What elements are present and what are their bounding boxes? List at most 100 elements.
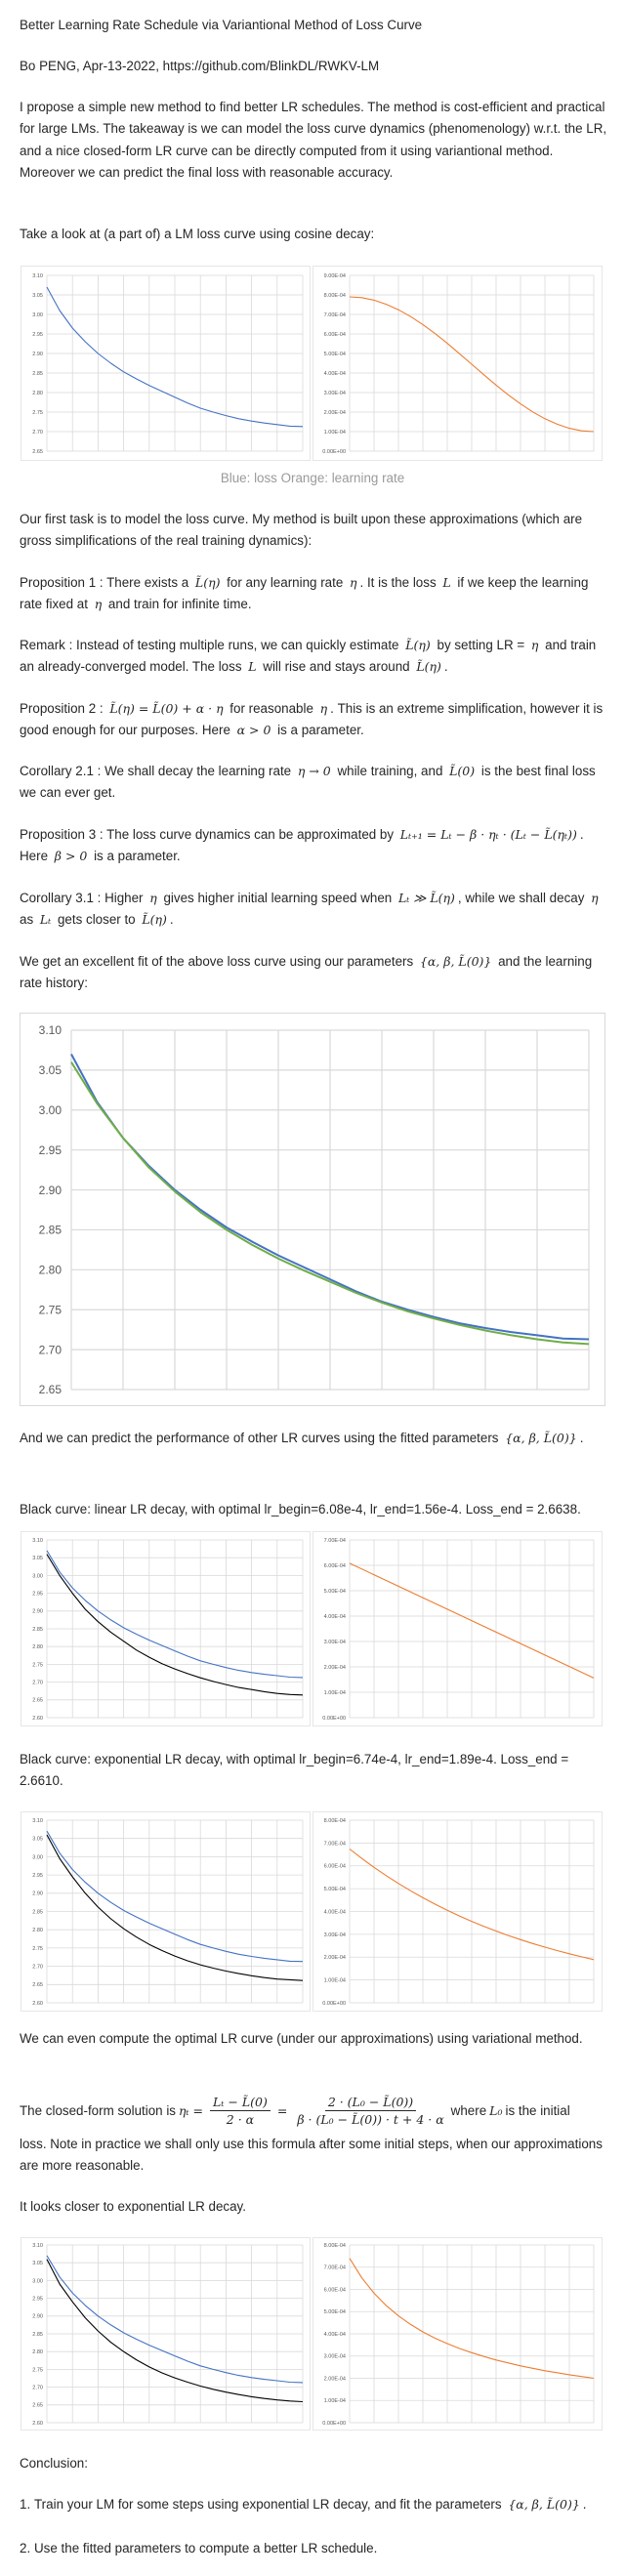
- list-item-text: Train your LM for some steps using expon…: [20, 2494, 611, 2515]
- y-tick-label: 2.95: [39, 1143, 62, 1157]
- text-run: We can even compute the optimal LR curve…: [20, 2031, 583, 2046]
- y-tick-label: 2.80: [32, 2349, 43, 2355]
- y-tick-label: 2.65: [32, 1698, 43, 1704]
- numerator: 2 · (L₀ − L̃(0)): [324, 2094, 417, 2111]
- text-run: for any learning rate: [223, 575, 347, 590]
- list-number: 1.: [20, 2497, 31, 2512]
- y-tick-label: 3.10: [32, 1818, 43, 1824]
- y-tick-label: 4.00E-04: [324, 371, 346, 377]
- y-tick-label: 3.00: [32, 2278, 43, 2284]
- y-tick-label: 7.00E-04: [324, 2265, 346, 2271]
- text-run: Our first task is to model the loss curv…: [20, 512, 583, 549]
- text-run: , while we shall decay: [457, 891, 589, 905]
- series-line-0: [46, 286, 304, 428]
- y-tick-label: 2.65: [32, 2403, 43, 2409]
- math-expression: {α, β, L̃(0)}: [419, 954, 492, 969]
- y-tick-label: 2.90: [39, 1184, 62, 1197]
- series-line-1: [46, 1834, 304, 1981]
- y-tick-label: 3.05: [32, 1837, 43, 1843]
- y-tick-label: 1.00E-04: [324, 1690, 346, 1696]
- y-tick-label: 2.70: [39, 1343, 62, 1356]
- math-expression: Lₜ: [39, 912, 52, 928]
- y-tick-label: 0.00E+00: [322, 449, 346, 455]
- y-tick-label: 8.00E-04: [324, 2243, 346, 2249]
- y-tick-label: 2.90: [32, 352, 43, 357]
- fit-chart: 3.10 3.05 3.00 2.95 2.90 2.85 2.80 2.75 2.70 2.65: [20, 1013, 605, 1406]
- y-tick-label: 2.75: [32, 2367, 43, 2373]
- y-tick-label: 3.00: [39, 1103, 62, 1117]
- fraction: 2 · (L₀ − L̃(0)) β · (L₀ − L̃(0)) · t + 4…: [290, 2094, 450, 2128]
- black-linear-paragraph: Black curve: linear LR decay, with optim…: [20, 1499, 611, 1520]
- y-tick-label: 4.00E-04: [324, 1909, 346, 1915]
- text-run: gets closer to: [54, 912, 140, 928]
- math-expression: L₀: [489, 2102, 503, 2118]
- math-expression: Lₜ₊₁ = Lₜ − β · ηₜ · (Lₜ − L̃(ηₜ)): [399, 827, 577, 842]
- y-tick-label: 2.90: [32, 1891, 43, 1897]
- y-tick-label: 2.70: [32, 2386, 43, 2391]
- proposition-1: Proposition 1 : There exists a L̃(η) for…: [20, 572, 611, 616]
- document-title: Better Learning Rate Schedule via Varian…: [20, 18, 423, 32]
- y-tick-label: 2.85: [32, 1909, 43, 1915]
- y-tick-label: 2.65: [32, 1982, 43, 1988]
- y-tick-label: 0.00E+00: [322, 2421, 346, 2427]
- math-expression: α > 0: [236, 723, 271, 738]
- chart-caption: Blue: loss Orange: learning rate: [220, 471, 405, 485]
- text-run: It looks closer to exponential LR decay.: [20, 2199, 246, 2214]
- y-tick-label: 3.05: [32, 2261, 43, 2266]
- math-expression: ηₜ =: [179, 2102, 204, 2118]
- math-expression: L̃(η): [405, 638, 431, 652]
- text-run: Proposition 3 : The loss curve dynamics …: [20, 827, 397, 842]
- y-tick-label: 3.10: [32, 2243, 43, 2249]
- y-tick-label: 6.00E-04: [324, 332, 346, 338]
- y-tick-label: 2.65: [32, 449, 43, 455]
- y-tick-label: 3.05: [32, 293, 43, 299]
- y-tick-label: 2.00E-04: [324, 410, 346, 416]
- math-expression: {α, β, L̃(0)}: [505, 1431, 577, 1445]
- math-expression: η: [591, 891, 599, 905]
- y-tick-label: 2.80: [39, 1264, 62, 1277]
- y-tick-label: 2.95: [32, 1592, 43, 1598]
- lr-chart-exponential: 8.00E-04 7.00E-04 6.00E-04 5.00E-04 4.00E-04…: [312, 1811, 603, 2012]
- y-tick-label: 5.00E-04: [324, 1887, 346, 1892]
- y-tick-label: 3.00E-04: [324, 1640, 346, 1645]
- y-tick-label: 4.00E-04: [324, 2332, 346, 2338]
- y-tick-label: 2.65: [39, 1383, 62, 1396]
- y-tick-label: 2.75: [32, 1946, 43, 1952]
- y-tick-label: 1.00E-04: [324, 1978, 346, 1984]
- y-tick-label: 2.80: [32, 1644, 43, 1650]
- math-expression: {α, β, L̃(0)}: [508, 2497, 580, 2512]
- text-run: Proposition 1 : There exists a: [20, 575, 192, 590]
- math-expression: L̃(η): [194, 575, 221, 590]
- y-tick-label: 2.60: [32, 2421, 43, 2427]
- text-run: is a parameter.: [273, 723, 364, 738]
- y-tick-label: 3.10: [39, 1023, 62, 1037]
- y-tick-label: 7.00E-04: [324, 312, 346, 318]
- y-tick-label: 3.00: [32, 1573, 43, 1579]
- y-tick-label: 2.60: [32, 1716, 43, 1722]
- y-tick-label: 8.00E-04: [324, 1818, 346, 1824]
- text-run: Black curve: exponential LR decay, with …: [20, 1752, 569, 1789]
- y-tick-label: 3.10: [32, 1538, 43, 1544]
- denominator: β · (L₀ − L̃(0)) · t + 4 · α: [297, 2111, 444, 2127]
- text-run: . Here: [20, 827, 584, 864]
- y-tick-label: 2.70: [32, 1681, 43, 1686]
- text-run: if we keep the learning rate fixed at: [20, 575, 589, 612]
- series-line-1: [46, 2259, 304, 2403]
- math-expression: L̃(η) = L̃(0) + α · η: [109, 701, 224, 716]
- text-run: Proposition 2 :: [20, 701, 107, 716]
- y-tick-label: 3.05: [39, 1063, 62, 1077]
- optimal-paragraph: We can even compute the optimal LR curve…: [20, 2028, 611, 2050]
- text-run: And we can predict the performance of ot…: [20, 1431, 503, 1445]
- text-run: Train your LM for some steps using expon…: [34, 2497, 506, 2512]
- series-line-0: [349, 1849, 595, 1961]
- y-tick-label: 5.00E-04: [324, 2309, 346, 2315]
- y-tick-label: 2.00E-04: [324, 1665, 346, 1671]
- intro-paragraph: I propose a simple new method to find be…: [20, 97, 611, 185]
- series-line-0: [46, 1550, 304, 1679]
- text-run: . It is the loss: [359, 575, 440, 590]
- text-run: as: [20, 912, 37, 928]
- text-run: and the learning rate history:: [20, 954, 593, 991]
- math-expression: L̃(η): [142, 912, 167, 928]
- text-run: loss. Note in practice we shall only use…: [20, 2137, 603, 2174]
- y-tick-label: 2.90: [32, 2314, 43, 2320]
